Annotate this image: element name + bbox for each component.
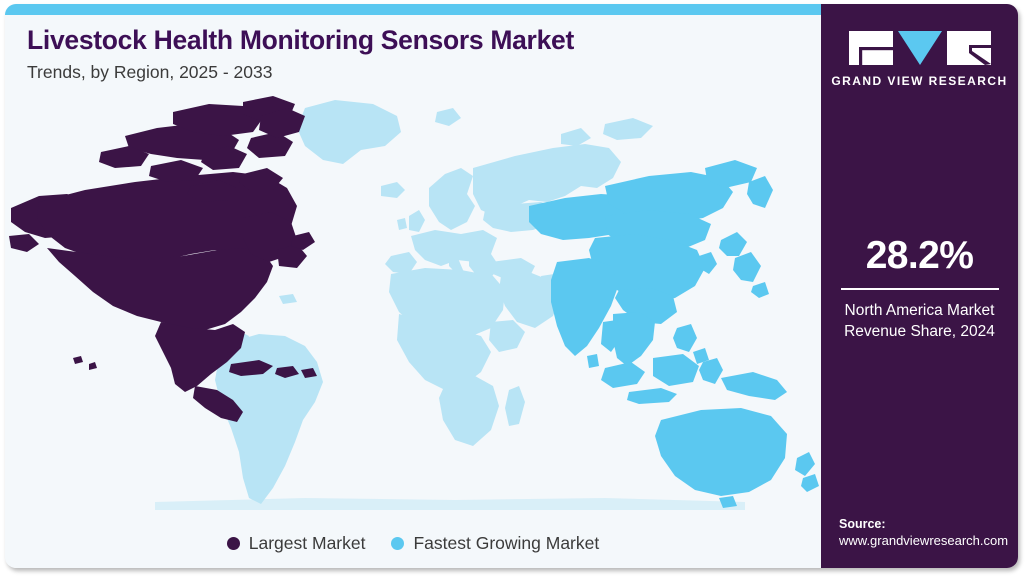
dot-icon [391, 537, 405, 550]
world-map [5, 90, 821, 510]
source-label: Source: [839, 517, 886, 531]
source-block: Source: www.grandviewresearch.com [839, 517, 1011, 548]
logo-g-icon [848, 31, 893, 65]
legend-item-fastest-growing-market: Fastest Growing Market [391, 533, 599, 554]
map-region-north-america [9, 96, 317, 422]
stat-block: 28.2% North America Market Revenue Share… [821, 236, 1018, 343]
side-panel: GRAND VIEW RESEARCH 28.2% North America … [821, 4, 1018, 568]
stat-value: 28.2% [865, 234, 974, 277]
stat-caption-line2: Revenue Share, 2024 [844, 322, 995, 340]
gvr-logo-icon [848, 31, 991, 65]
card-frame: Livestock Health Monitoring Sensors Mark… [5, 4, 1018, 568]
legend-label: Fastest Growing Market [413, 533, 600, 553]
map-legend: Largest Market Fastest Growing Market [5, 533, 821, 554]
brand-logo: GRAND VIEW RESEARCH [821, 31, 1018, 88]
map-panel: Livestock Health Monitoring Sensors Mark… [5, 4, 821, 568]
title-block: Livestock Health Monitoring Sensors Mark… [27, 25, 787, 83]
top-accent-bar [5, 4, 821, 15]
source-url[interactable]: www.grandviewresearch.com [839, 533, 1009, 548]
map-region-other [155, 100, 745, 510]
dot-icon [226, 537, 240, 550]
page-subtitle: Trends, by Region, 2025 - 2033 [27, 61, 273, 82]
logo-r-icon [946, 31, 991, 65]
world-map-svg [9, 96, 819, 510]
map-region-asia-pacific [529, 160, 819, 508]
legend-label: Largest Market [248, 533, 366, 553]
legend-item-largest-market: Largest Market [226, 533, 366, 554]
logo-v-triangle-icon [897, 31, 942, 65]
stat-divider [840, 288, 999, 290]
stat-caption-line1: North America Market [844, 302, 995, 319]
logo-wordmark: GRAND VIEW RESEARCH [831, 74, 1008, 88]
page-title: Livestock Health Monitoring Sensors Mark… [27, 25, 574, 55]
